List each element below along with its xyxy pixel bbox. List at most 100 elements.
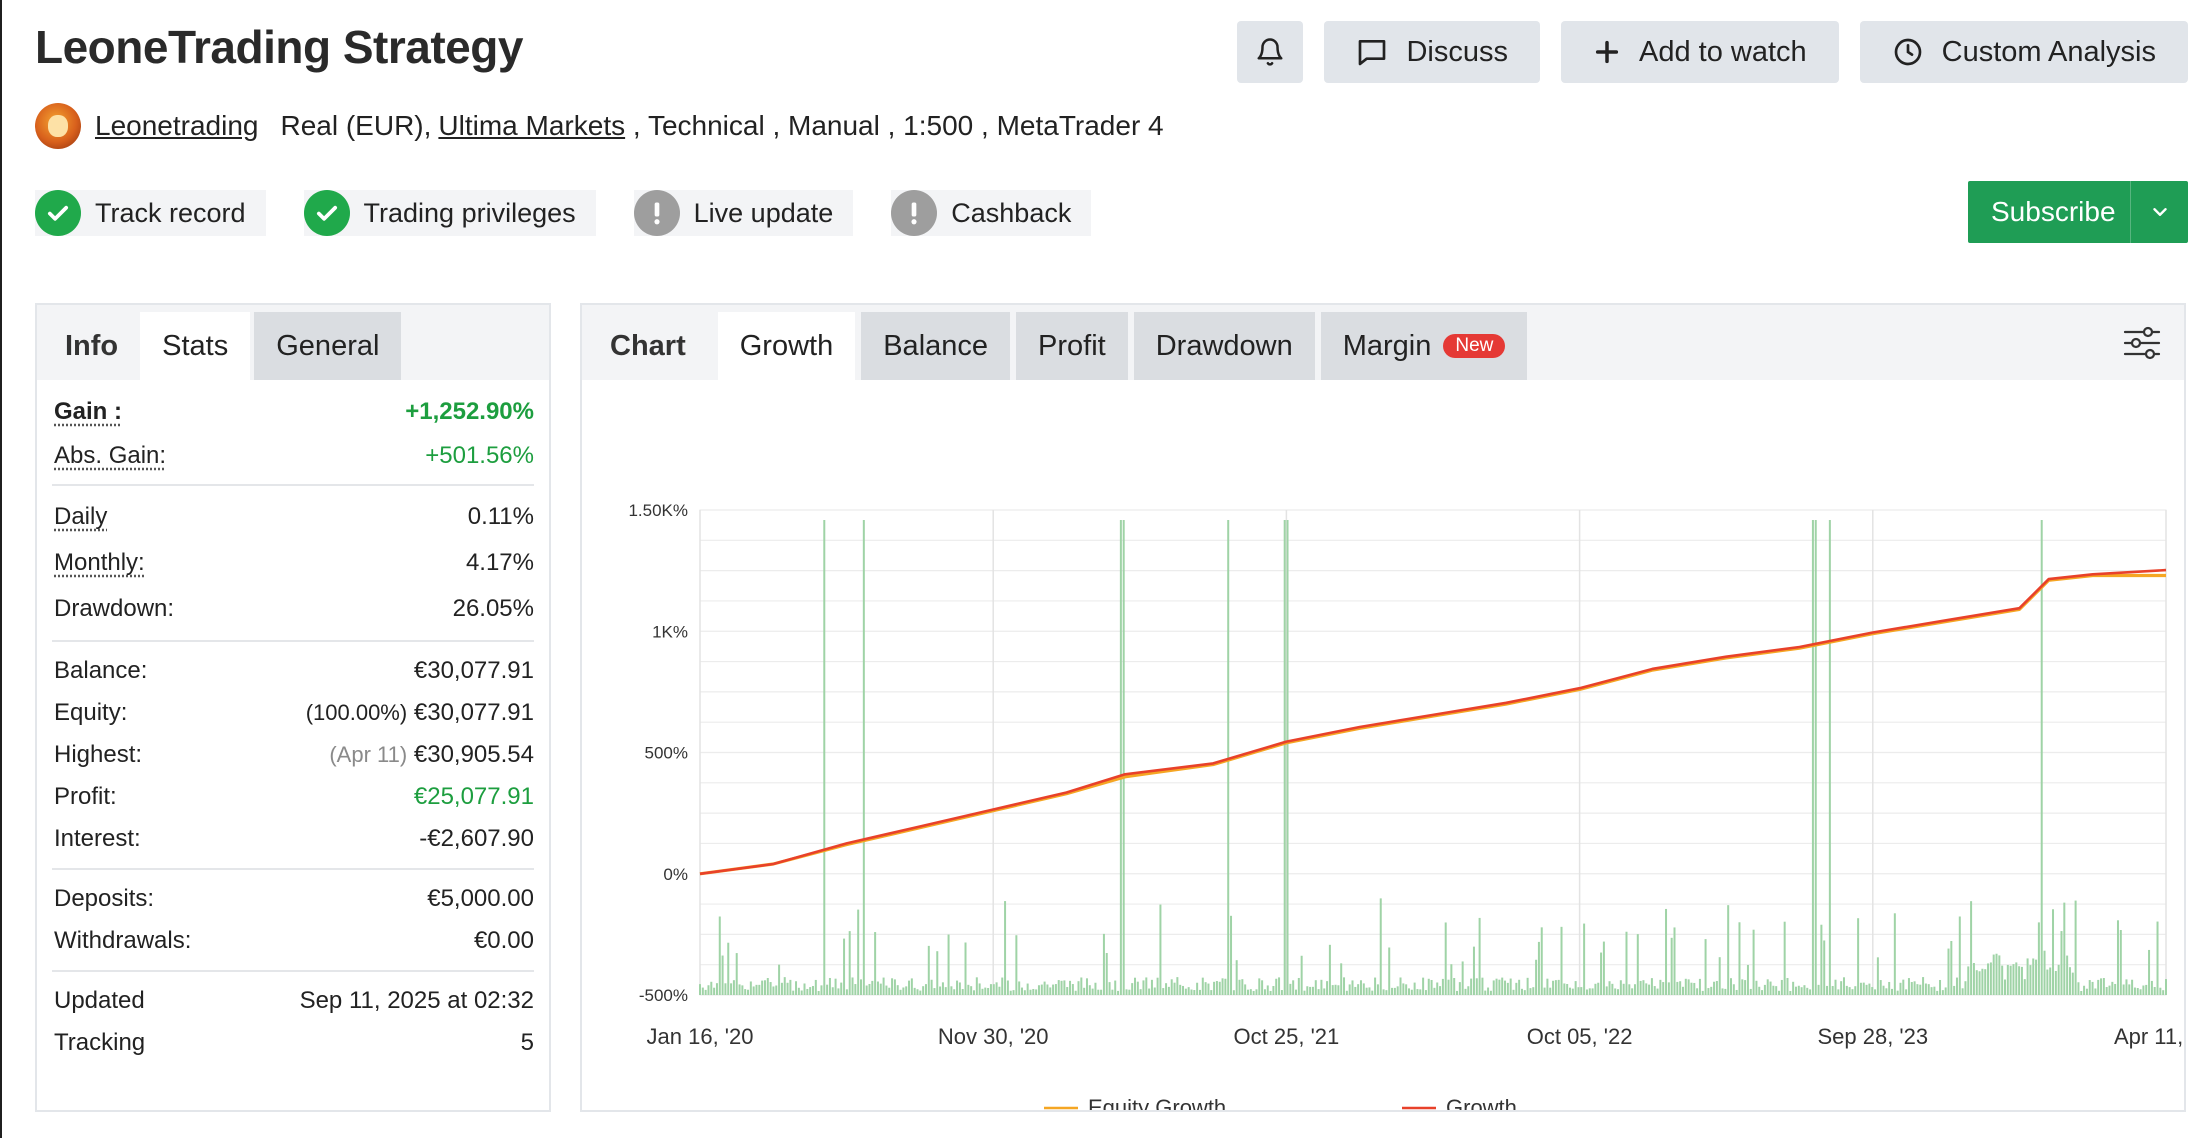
volume-bar <box>2111 981 2114 995</box>
volume-bar <box>1783 921 1786 995</box>
volume-bar <box>1125 989 1128 995</box>
volume-bar <box>1916 984 1919 995</box>
stat-value: €30,077.91 <box>413 699 534 726</box>
volume-bar <box>1526 977 1529 995</box>
custom-analysis-button[interactable]: Custom Analysis <box>1859 21 2188 83</box>
volume-bar <box>1540 927 1543 995</box>
tab-stats[interactable]: Stats <box>140 312 251 380</box>
volume-bar <box>1427 978 1430 995</box>
tab-profit[interactable]: Profit <box>1016 312 1128 380</box>
volume-bar <box>826 984 829 995</box>
volume-bar <box>1701 990 1704 995</box>
volume-bar <box>1619 980 1622 995</box>
volume-bar <box>1857 918 1860 995</box>
volume-bar <box>1563 983 1566 995</box>
volume-bar <box>1077 981 1080 995</box>
volume-bar <box>1820 924 1823 995</box>
volume-bar <box>1653 986 1656 995</box>
volume-bar <box>1913 981 1916 995</box>
volume-bar <box>978 983 981 995</box>
volume-bar <box>1419 989 1422 995</box>
tab-balance[interactable]: Balance <box>861 312 1011 380</box>
broker-link[interactable]: Ultima Markets <box>438 110 626 141</box>
stat-label[interactable]: Monthly: <box>54 549 145 576</box>
tab-growth[interactable]: Growth <box>717 312 856 380</box>
subscribe-button[interactable]: Subscribe <box>1968 181 2188 243</box>
volume-bar <box>1475 978 1478 995</box>
volume-bar <box>888 987 891 995</box>
volume-bar <box>1083 987 1086 995</box>
volume-bar <box>749 981 752 995</box>
volume-bar <box>718 916 721 995</box>
stat-label[interactable]: Abs. Gain: <box>54 442 167 469</box>
account-type: Real (EUR), <box>280 110 432 141</box>
volume-bar <box>1715 980 1718 995</box>
volume-bar <box>1001 977 1004 995</box>
volume-bar <box>1775 986 1778 995</box>
stat-equity: Equity: (100.00%) €30,077.91 <box>52 692 534 734</box>
volume-bar <box>1402 983 1405 995</box>
volume-bar <box>905 986 908 995</box>
volume-bar <box>1868 983 1871 995</box>
volume-bar <box>1871 987 1874 995</box>
growth-chart[interactable]: 1.50K% 1K% 500% 0% -500% Jan 16, '20 Nov 30, '… <box>582 380 2184 1110</box>
tab-margin[interactable]: Margin New <box>1320 312 1528 380</box>
volume-bar <box>1215 981 1218 995</box>
volume-bar <box>1970 901 1973 995</box>
volume-bar <box>1365 987 1368 995</box>
volume-bar <box>2145 984 2148 995</box>
volume-bar <box>1309 986 1312 995</box>
add-to-watch-button[interactable]: Add to watch <box>1560 21 1839 83</box>
volume-bar <box>1046 984 1049 995</box>
avatar[interactable] <box>35 103 81 149</box>
volume-bar <box>1939 979 1942 995</box>
badge-label: Live update <box>693 197 834 228</box>
volume-bar <box>1662 982 1665 995</box>
volume-bar <box>780 982 783 995</box>
volume-bar <box>868 983 871 995</box>
volume-bar <box>1585 989 1588 995</box>
volume-bar <box>1258 978 1261 995</box>
volume-bar <box>1323 988 1326 995</box>
stat-label[interactable]: Gain : <box>54 398 123 425</box>
volume-bar <box>1182 985 1185 995</box>
volume-bar <box>1413 982 1416 995</box>
volume-bar <box>823 520 826 995</box>
volume-bar <box>1021 987 1024 995</box>
volume-bar <box>1826 985 1829 995</box>
volume-bar <box>1266 985 1269 995</box>
volume-bar <box>1803 985 1806 995</box>
volume-bar <box>1580 987 1583 995</box>
volume-bar <box>1902 979 1905 995</box>
discuss-button[interactable]: Discuss <box>1324 21 1540 83</box>
notification-button[interactable] <box>1237 21 1304 83</box>
chart-settings-button[interactable] <box>2122 323 2162 363</box>
x-tick-label: Oct 05, '22 <box>1527 1024 1633 1049</box>
volume-bar <box>913 987 916 995</box>
volume-bar <box>1187 987 1190 995</box>
volume-bar <box>1577 987 1580 995</box>
tab-general[interactable]: General <box>254 312 402 380</box>
volume-bar <box>1504 980 1507 995</box>
volume-bar <box>1343 977 1346 995</box>
volume-bar <box>1040 984 1043 995</box>
stat-balance: Balance: €30,077.91 <box>52 650 534 692</box>
volume-bar <box>1687 979 1690 995</box>
volume-bar <box>1665 908 1668 995</box>
volume-bar <box>1944 987 1947 995</box>
volume-bar <box>803 983 806 995</box>
stat-label[interactable]: Daily <box>54 503 108 530</box>
tab-drawdown[interactable]: Drawdown <box>1133 312 1315 380</box>
author-link[interactable]: Leonetrading <box>95 110 259 141</box>
stat-label: Drawdown: <box>54 595 175 622</box>
volume-bar <box>1738 922 1741 995</box>
volume-bar <box>891 978 894 995</box>
volume-bar <box>1975 970 1978 995</box>
volume-bar <box>1399 977 1402 995</box>
volume-bar <box>1602 941 1605 995</box>
volume-bar <box>1481 977 1484 995</box>
top-actions: Discuss Add to watch Custom Analysis <box>1237 21 2188 83</box>
badge-label: Trading privileges <box>363 197 576 228</box>
chevron-down-icon[interactable] <box>2130 181 2188 243</box>
volume-bar <box>1552 980 1555 995</box>
